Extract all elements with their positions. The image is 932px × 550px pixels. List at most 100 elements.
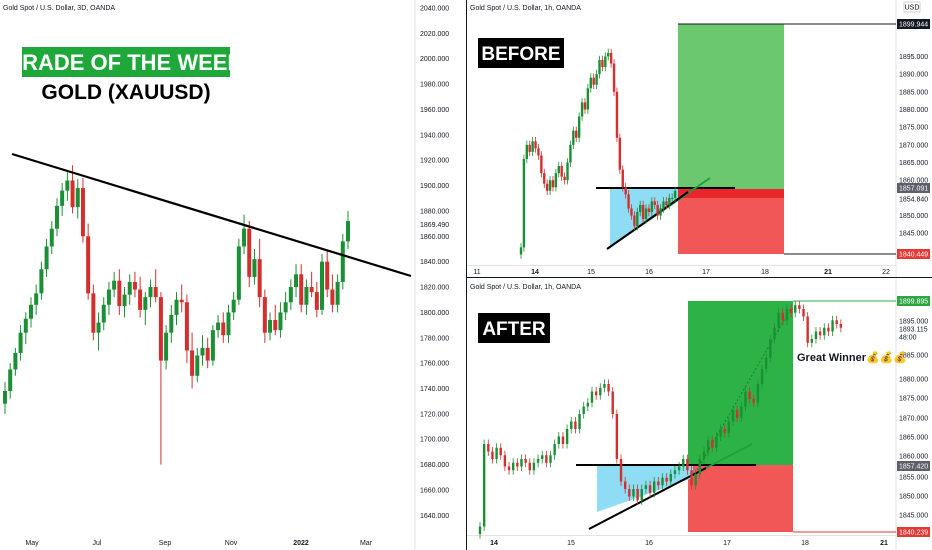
before-rising-support[interactable] [606, 191, 689, 250]
after-candle-body [594, 391, 598, 396]
daily-candle-body [221, 322, 226, 336]
after-candle-body [636, 489, 639, 501]
before-candle-body [668, 197, 671, 205]
daily-candle-body [325, 261, 330, 290]
daily-y-tick-label: 1820.000 [420, 285, 449, 292]
before-y-tick-label: 1875.000 [899, 125, 928, 132]
before-candle-body [563, 176, 566, 181]
before-x-tick-label: 22 [882, 269, 890, 276]
after-candle-body [810, 339, 814, 343]
after-candle-body [773, 327, 776, 339]
after-candle-body [615, 414, 619, 459]
daily-candle-body [205, 347, 210, 361]
after-candle-body [503, 455, 507, 467]
daily-candle-body [75, 188, 80, 208]
after-candle-body [827, 327, 830, 332]
after-y-tick-label: 1875.000 [899, 396, 928, 403]
before-stop-zone-top [678, 189, 784, 198]
daily-descending-trendline[interactable] [11, 152, 412, 278]
after-y-tick-label: 1860.000 [899, 454, 928, 461]
daily-candle-body [106, 289, 111, 305]
daily-candle-body [283, 302, 288, 313]
daily-candle-body [23, 318, 28, 333]
before-candle-body [636, 212, 639, 227]
daily-candle-body [101, 304, 106, 323]
after-candle-body [682, 459, 685, 467]
before-candle-body [659, 208, 662, 216]
before-price-tag: 1857.091 [899, 186, 928, 193]
before-candle-body [639, 204, 642, 213]
before-candle-body [644, 208, 648, 220]
after-candle-body [769, 339, 772, 358]
daily-candle-body [164, 332, 169, 361]
after-x-tick-label: 15 [567, 540, 575, 547]
after-candle-body [590, 391, 594, 403]
before-candle-body [612, 63, 616, 92]
daily-candle-body [112, 280, 117, 290]
after-candle-body [628, 489, 631, 497]
after-chart-header: Gold Spot / U.S. Dollar, 1h, OANDA [470, 284, 581, 291]
daily-candle-body [132, 281, 137, 290]
daily-y-tick-label: 1900.000 [420, 183, 449, 190]
after-candle-body [557, 436, 561, 444]
before-candle-body [598, 59, 601, 75]
after-candle-body [532, 462, 536, 471]
daily-candle-body [299, 274, 304, 305]
before-price-tag: 1899.944 [899, 22, 928, 29]
after-candle-body [565, 429, 569, 444]
after-candle-body [752, 399, 755, 403]
daily-candle-body [278, 312, 283, 331]
after-candle-body [694, 474, 697, 486]
after-y-tick-label: 1855.000 [899, 475, 928, 482]
before-target-zone[interactable] [678, 24, 784, 189]
after-chart-panel: Gold Spot / U.S. Dollar, 1h, OANDA 1895.… [467, 278, 930, 550]
after-candle-body [640, 489, 643, 501]
after-candle-body [561, 436, 565, 444]
after-candle-body [482, 444, 486, 527]
before-candle-body [586, 88, 590, 110]
after-candle-body [777, 312, 780, 328]
before-candle-body [543, 173, 546, 184]
after-candle-body [781, 312, 784, 321]
after-stop-zone[interactable] [688, 465, 793, 532]
daily-x-tick-label: May [25, 540, 39, 547]
before-candle-body [534, 141, 537, 149]
daily-x-tick-label: Nov [225, 540, 238, 547]
before-candle-body [595, 74, 598, 85]
daily-candle-body [70, 180, 75, 208]
great-winner-annotation: Great Winner💰💰💰 [797, 351, 907, 364]
daily-y-tick-label: 2000.000 [420, 56, 449, 63]
daily-candle-body [8, 369, 13, 392]
daily-candle-body [65, 180, 70, 191]
before-candles [519, 48, 677, 259]
after-candle-body [499, 447, 502, 456]
before-candle-body [665, 201, 668, 205]
after-candle-body [648, 485, 652, 493]
before-candle-body [528, 144, 531, 152]
after-rising-support[interactable] [588, 467, 707, 530]
daily-y-tick-label: 1860.000 [420, 234, 449, 241]
before-x-tick-label: 15 [587, 269, 595, 276]
daily-y-tick-label: 1940.000 [420, 132, 449, 139]
before-candle-body [641, 204, 645, 220]
after-price-tag-bg [897, 296, 930, 306]
after-target-zone[interactable] [688, 301, 793, 465]
before-y-tick-label: 1865.000 [899, 160, 928, 167]
daily-x-tick-label: Sep [159, 540, 172, 547]
after-candle-body [677, 466, 681, 471]
after-x-tick-label: 16 [645, 540, 653, 547]
daily-y-tick-label: 2020.000 [420, 31, 449, 38]
before-stop-zone[interactable] [678, 189, 784, 254]
daily-candle-body [247, 228, 252, 277]
after-y-tick-label: 1850.000 [899, 494, 928, 501]
before-price-tag-bg [897, 249, 930, 259]
daily-candle-body [273, 320, 278, 331]
after-candle-body [516, 462, 519, 467]
after-candle-body [570, 421, 573, 429]
before-y-tick-label: 1870.000 [899, 142, 928, 149]
before-candle-body [540, 155, 543, 174]
daily-candle-body [268, 320, 273, 333]
after-x-tick-label: 18 [801, 540, 809, 547]
daily-y-tick-label: 1660.000 [420, 487, 449, 494]
after-time-axis: 14 15 16 17 18 21 [490, 540, 888, 547]
